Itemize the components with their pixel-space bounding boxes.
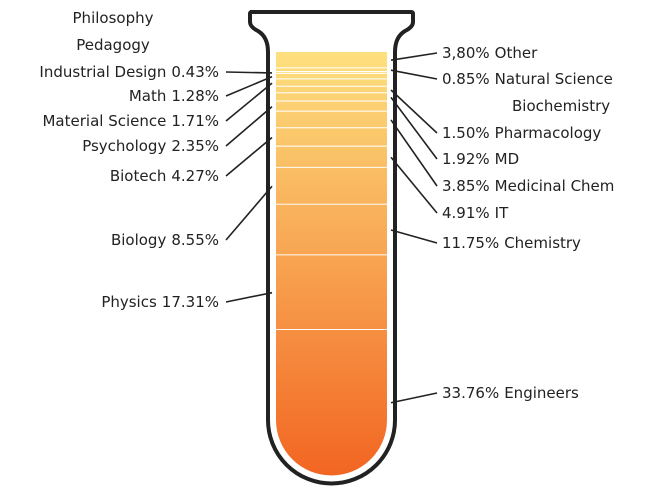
value-label: 3,80% xyxy=(442,44,490,62)
labels: 3,80% Other Philosophy Pedagogy 0.85% Natural… xyxy=(39,9,614,404)
category-name: Pedagogy xyxy=(76,36,150,54)
leader-line xyxy=(225,185,273,241)
leader-line xyxy=(390,229,438,244)
category-name: Other xyxy=(495,44,538,62)
band xyxy=(276,167,387,205)
value-label: 3.85% xyxy=(442,177,490,195)
category-name: Biochemistry xyxy=(512,97,610,115)
category-name: Math xyxy=(129,87,167,105)
leader-line xyxy=(390,119,438,187)
category-name: Chemistry xyxy=(504,234,581,252)
leader-line xyxy=(225,136,273,177)
label: Psychology 2.35% xyxy=(82,137,219,155)
category-name: Natural Science xyxy=(495,70,613,88)
band xyxy=(276,146,387,168)
band xyxy=(276,255,387,330)
label: Material Science 1.71% xyxy=(42,112,219,130)
band xyxy=(276,204,387,256)
label: Biology 8.55% xyxy=(111,231,219,249)
leader-line xyxy=(390,89,438,134)
leader-line xyxy=(390,69,438,80)
category-name: MD xyxy=(495,150,520,168)
category-name: Biology xyxy=(111,231,167,249)
value-label: 4.91% xyxy=(442,204,490,222)
category-name: Engineers xyxy=(504,384,579,402)
value-label: 4.27% xyxy=(171,167,219,185)
label: 33.76% Engineers xyxy=(442,384,579,402)
leader-line xyxy=(225,75,273,97)
label: 0.85% Natural Science xyxy=(442,70,613,88)
band xyxy=(276,329,387,476)
category-name: Psychology xyxy=(82,137,166,155)
label: Industrial Design 0.43% xyxy=(39,63,219,81)
liquid xyxy=(276,52,387,476)
band xyxy=(276,128,387,147)
leader-line xyxy=(225,71,273,74)
category-name: Medicinal Chem xyxy=(495,177,615,195)
leader-line xyxy=(225,82,273,122)
category-name: Pharmacology xyxy=(495,124,602,142)
leader-line xyxy=(390,52,438,61)
category-name: Philosophy xyxy=(73,9,154,27)
value-label: 8.55% xyxy=(171,231,219,249)
value-label: 1.28% xyxy=(171,87,219,105)
category-name: Material Science xyxy=(42,112,166,130)
label: 3,80% Other xyxy=(442,44,538,62)
label: 11.75% Chemistry xyxy=(442,234,581,252)
band xyxy=(276,52,387,69)
category-name: Physics xyxy=(101,293,157,311)
value-label: 33.76% xyxy=(442,384,499,402)
value-label: 0.85% xyxy=(442,70,490,88)
leader-line xyxy=(225,105,273,147)
value-label: 1.92% xyxy=(442,150,490,168)
band xyxy=(276,101,387,112)
label: 4.91% IT xyxy=(442,204,509,222)
label: 3.85% Medicinal Chem xyxy=(442,177,614,195)
label: Philosophy xyxy=(73,9,154,27)
band xyxy=(276,79,387,87)
label: Physics 17.31% xyxy=(101,293,219,311)
label: Pedagogy xyxy=(76,36,150,54)
value-label: 1.71% xyxy=(171,112,219,130)
band xyxy=(276,111,387,129)
band xyxy=(276,93,387,102)
category-name: IT xyxy=(495,204,509,222)
leader-line xyxy=(225,291,273,303)
category-name: Industrial Design xyxy=(39,63,166,81)
label: Biochemistry xyxy=(512,97,610,115)
category-name: Biotech xyxy=(110,167,167,185)
value-label: 1.50% xyxy=(442,124,490,142)
label: Math 1.28% xyxy=(129,87,219,105)
value-label: 17.31% xyxy=(162,293,219,311)
band xyxy=(276,68,387,73)
leader-line xyxy=(390,96,438,160)
label: Biotech 4.27% xyxy=(110,167,219,185)
label: 1.50% Pharmacology xyxy=(442,124,601,142)
value-label: 11.75% xyxy=(442,234,499,252)
band xyxy=(276,73,387,80)
band xyxy=(276,86,387,94)
label: 1.92% MD xyxy=(442,150,519,168)
value-label: 0.43% xyxy=(171,63,219,81)
leader-line xyxy=(390,392,438,404)
value-label: 2.35% xyxy=(171,137,219,155)
leader-line xyxy=(390,156,438,214)
